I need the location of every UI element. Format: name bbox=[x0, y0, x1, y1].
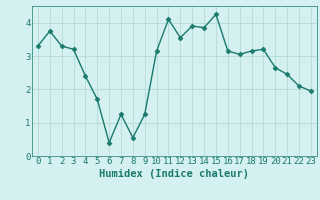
X-axis label: Humidex (Indice chaleur): Humidex (Indice chaleur) bbox=[100, 169, 249, 179]
